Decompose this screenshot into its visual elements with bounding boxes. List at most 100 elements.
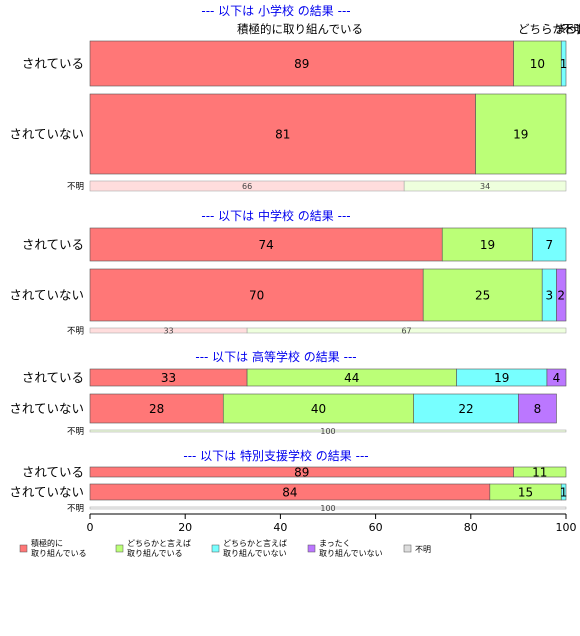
top-category-labels: 積極的に取り組んでいる どちらかと言えば まったく 不明 [237, 22, 580, 36]
data-label-p1-r1-s3: 2 [557, 288, 565, 302]
bar-segment-p1-r1-s1 [422, 268, 543, 322]
x-tick-label-2: 40 [273, 521, 287, 534]
bar-segment-p1-r0-s0 [89, 227, 443, 262]
bar-segment-p1-r0-s1 [441, 227, 533, 262]
data-label-p0-r1-s0: 81 [275, 127, 290, 141]
legend-label-line-0-1: 取り組んでいる [31, 548, 87, 558]
bar-segment-p2-r1-s2 [413, 393, 519, 424]
panel-title-3: --- 以下は 特別支援学校 の結果 --- [183, 448, 368, 463]
panel-title-0: --- 以下は 小学校 の結果 --- [201, 3, 350, 18]
legend-label-line-3-0: まったく [319, 539, 351, 548]
bar-segment-p2-r1-s1 [222, 393, 414, 424]
bar-segment-p2-unk-s1 [89, 429, 567, 433]
data-label-p1-r1-s2: 3 [546, 288, 554, 302]
data-label-p3-r1-s0: 84 [282, 485, 297, 499]
legend-label-4: 不明 [415, 545, 431, 554]
data-label-p1-r1-s1: 25 [475, 288, 490, 302]
data-label-p0-r0-s0: 89 [294, 57, 309, 71]
panel-title-1: --- 以下は 中学校 の結果 --- [201, 208, 350, 223]
legend-label-line-1-1: 取り組んでいる [127, 548, 183, 558]
bar-segment-p0-r1-s0 [89, 93, 476, 175]
unknown-label-p3: 不明 [67, 504, 84, 514]
data-label-p3-r0-s1: 11 [532, 465, 547, 479]
top-label-mattaku: まったく [555, 22, 580, 36]
bar-segment-p1-r1-s0 [89, 268, 424, 322]
legend-label-2: どちらかと言えば取り組んでいない [223, 538, 287, 558]
top-label-dochiraka: どちらかと言えば [518, 22, 580, 36]
data-label-p1-r0-s0: 74 [258, 238, 273, 252]
bar-segment-p0-r0-s1 [513, 40, 562, 87]
legend-swatch-2 [211, 544, 220, 553]
bar-segment-p1-r0-s2 [532, 227, 567, 262]
x-tick-label-4: 80 [464, 521, 478, 534]
row-label-p3-r0: されている [22, 465, 84, 480]
row-label-p1-r1: されていない [9, 288, 84, 303]
unknown-label-p1: 不明 [67, 327, 84, 337]
data-label-p1-unk-s1: 67 [401, 326, 411, 335]
panel-3: --- 以下は 特別支援学校 の結果 --- されている 89 11 されていない 84 1… [9, 448, 567, 514]
legend-swatch-1 [115, 544, 124, 553]
data-label-p3-unk-s4: 100 [320, 504, 335, 513]
data-label-p1-r0-s1: 19 [480, 238, 495, 252]
legend-label-1: どちらかと言えば取り組んでいる [127, 538, 191, 558]
x-tick-label-1: 20 [178, 521, 192, 534]
top-label-fumei: 不明 [562, 22, 580, 36]
x-axis: 0 20 40 60 80 100 [87, 513, 577, 534]
data-label-p1-r0-s2: 7 [546, 238, 554, 252]
data-label-p0-unk-s0: 66 [242, 182, 252, 191]
data-label-p3-r0-s0: 89 [294, 465, 309, 479]
legend-label-line-3-1: 取り組んでいない [319, 548, 383, 558]
bar-segment-p0-r0-s2 [560, 40, 567, 87]
row-label-p1-r0: されている [22, 237, 84, 252]
panel-2: --- 以下は 高等学校 の結果 --- されている 33 44 19 4 されていない 28… [9, 349, 567, 437]
panel-title-2: --- 以下は 高等学校 の結果 --- [195, 349, 356, 364]
row-label-p0-r1: されていない [9, 127, 84, 142]
bar-segment-p3-unk-s4 [89, 506, 567, 510]
bar-segment-p1-unk-s1 [246, 327, 567, 334]
legend-label-3: まったく取り組んでいない [319, 539, 383, 558]
x-tick-label-3: 60 [369, 521, 383, 534]
data-label-p2-r1-s3: 8 [534, 402, 542, 416]
legend: 積極的に取り組んでいるどちらかと言えば取り組んでいるどちらかと言えば取り組んでい… [19, 538, 431, 558]
data-label-p0-unk-s1: 34 [480, 182, 490, 191]
data-label-p2-r1-s2: 22 [458, 402, 473, 416]
data-label-p2-unk-s1: 100 [320, 427, 335, 436]
legend-label-0: 積極的に取り組んでいる [31, 538, 87, 558]
unknown-label-p2: 不明 [67, 427, 84, 437]
data-label-p0-r0-s2: 1 [560, 57, 568, 71]
row-label-p2-r1: されていない [9, 401, 84, 416]
data-label-p0-r0-s1: 10 [530, 57, 545, 71]
bar-segment-p2-r1-s0 [89, 393, 224, 424]
legend-swatch-4 [403, 544, 412, 553]
bar-segment-p2-r0-s3 [546, 368, 567, 387]
legend-label-line-1-0: どちらかと言えば [127, 538, 191, 548]
top-label-sekkyoku: 積極的に取り組んでいる [237, 22, 363, 36]
row-label-p3-r1: されていない [9, 485, 84, 500]
bar-segment-p0-r1-s1 [475, 93, 567, 175]
data-label-p1-r1-s0: 70 [249, 288, 264, 302]
panel-1: --- 以下は 中学校 の結果 --- されている 74 19 7 されていない 70 25 3… [9, 208, 567, 337]
data-label-p0-r1-s1: 19 [513, 127, 528, 141]
data-label-p2-r0-s1: 44 [344, 371, 359, 385]
data-label-p3-r1-s2: 1 [560, 485, 568, 499]
data-label-p2-r1-s1: 40 [311, 402, 326, 416]
data-label-p1-unk-s0: 33 [163, 326, 173, 335]
legend-label-line-2-1: 取り組んでいない [223, 548, 287, 558]
unknown-label-p0: 不明 [67, 182, 84, 192]
row-label-p0-r0: されている [22, 56, 84, 71]
data-label-p2-r0-s2: 19 [494, 371, 509, 385]
panel-0: --- 以下は 小学校 の結果 --- されている 89 10 1 されていない 81 19 不… [9, 3, 567, 192]
x-tick-label-0: 0 [87, 521, 94, 534]
legend-label-line-0-0: 積極的に [31, 538, 63, 548]
legend-swatch-3 [307, 544, 316, 553]
bar-segment-p3-r1-s2 [560, 483, 567, 501]
bar-segment-p1-r1-s3 [556, 268, 567, 322]
legend-label-line-2-0: どちらかと言えば [223, 538, 287, 548]
legend-label-line-4-0: 不明 [415, 545, 431, 554]
data-label-p2-r1-s0: 28 [149, 402, 164, 416]
bar-segment-p3-r0-s1 [513, 466, 567, 478]
row-label-p2-r0: されている [22, 370, 84, 385]
data-label-p3-r1-s1: 15 [518, 485, 533, 499]
bar-segment-p2-r1-s3 [518, 393, 557, 424]
